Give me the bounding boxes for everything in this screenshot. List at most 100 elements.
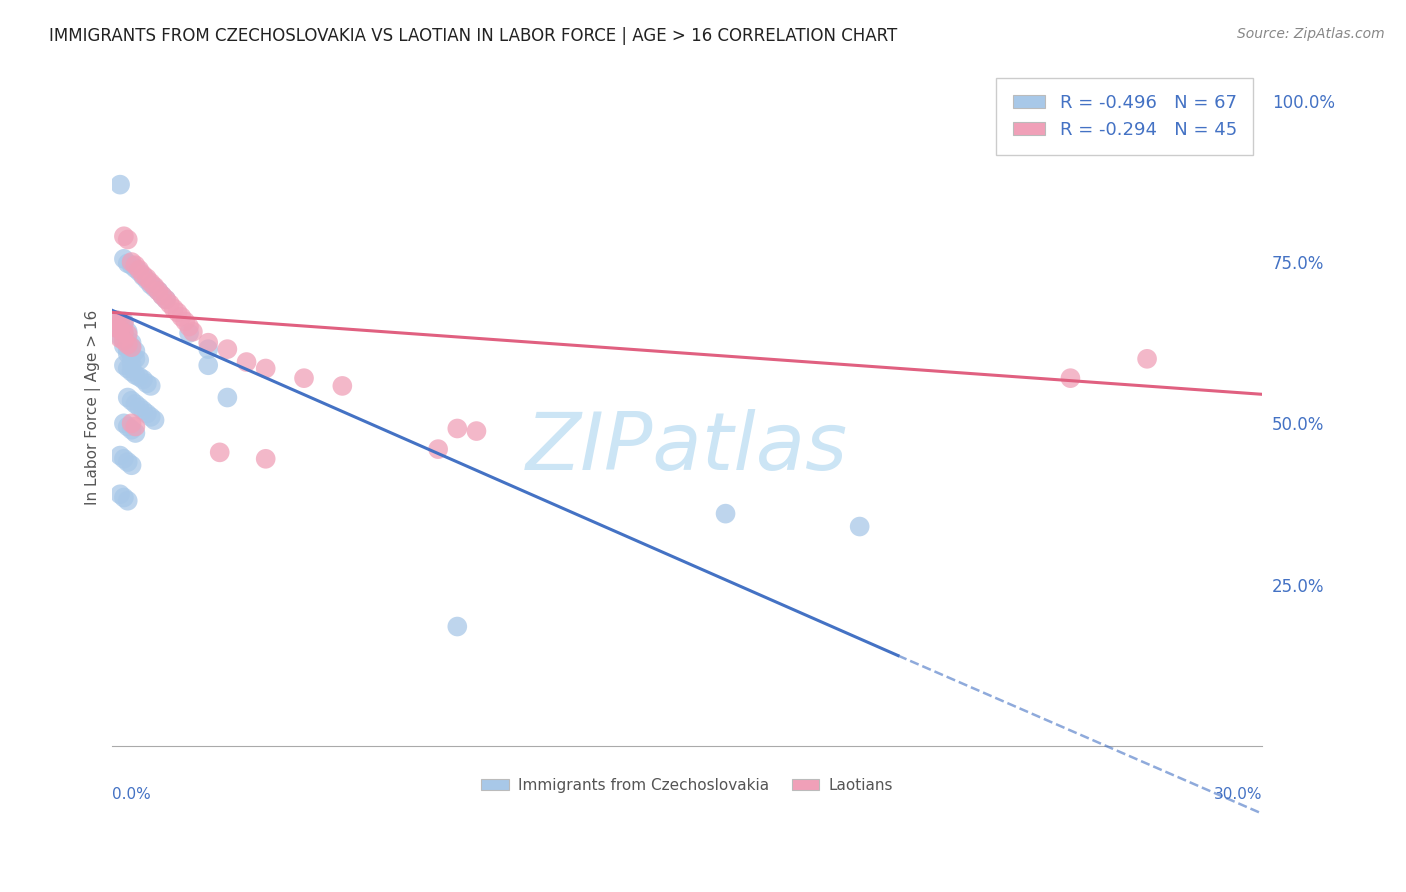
- Point: [139, 409, 162, 424]
- Point: [177, 319, 200, 334]
- Point: [117, 493, 139, 508]
- Point: [124, 368, 146, 382]
- Point: [108, 314, 131, 328]
- Point: [174, 314, 197, 328]
- Legend: Immigrants from Czechoslovakia, Laotians: Immigrants from Czechoslovakia, Laotians: [475, 772, 900, 799]
- Text: 30.0%: 30.0%: [1213, 787, 1263, 802]
- Point: [121, 340, 143, 354]
- Point: [117, 342, 139, 356]
- Point: [1059, 371, 1081, 385]
- Point: [117, 256, 139, 270]
- Point: [112, 314, 135, 328]
- Point: [117, 346, 139, 360]
- Point: [155, 293, 177, 307]
- Point: [117, 455, 139, 469]
- Point: [108, 487, 131, 501]
- Point: [155, 293, 177, 307]
- Point: [132, 372, 155, 386]
- Point: [197, 342, 219, 356]
- Point: [714, 507, 737, 521]
- Point: [143, 279, 166, 293]
- Point: [121, 357, 143, 371]
- Point: [112, 334, 135, 348]
- Point: [112, 252, 135, 266]
- Point: [105, 313, 128, 327]
- Point: [121, 458, 143, 473]
- Text: ZIPatlas: ZIPatlas: [526, 409, 848, 487]
- Point: [121, 340, 143, 354]
- Point: [132, 268, 155, 282]
- Point: [135, 273, 157, 287]
- Point: [124, 261, 146, 276]
- Point: [112, 229, 135, 244]
- Point: [254, 451, 277, 466]
- Point: [121, 365, 143, 379]
- Point: [128, 353, 150, 368]
- Point: [124, 397, 146, 411]
- Point: [139, 277, 162, 292]
- Point: [121, 423, 143, 437]
- Point: [105, 321, 128, 335]
- Point: [163, 301, 186, 316]
- Point: [108, 331, 131, 345]
- Point: [427, 442, 450, 457]
- Point: [128, 370, 150, 384]
- Point: [132, 269, 155, 284]
- Point: [159, 297, 181, 311]
- Point: [217, 342, 239, 356]
- Point: [112, 339, 135, 353]
- Point: [465, 424, 488, 438]
- Point: [121, 417, 143, 431]
- Point: [112, 333, 135, 347]
- Point: [139, 276, 162, 290]
- Point: [124, 419, 146, 434]
- Point: [139, 379, 162, 393]
- Point: [128, 265, 150, 279]
- Text: 0.0%: 0.0%: [112, 787, 152, 802]
- Point: [112, 417, 135, 431]
- Point: [108, 323, 131, 337]
- Y-axis label: In Labor Force | Age > 16: In Labor Force | Age > 16: [86, 310, 101, 505]
- Point: [117, 361, 139, 376]
- Point: [170, 310, 193, 324]
- Point: [132, 403, 155, 417]
- Point: [128, 400, 150, 414]
- Point: [235, 355, 257, 369]
- Point: [292, 371, 315, 385]
- Point: [124, 351, 146, 366]
- Point: [150, 288, 173, 302]
- Point: [143, 413, 166, 427]
- Point: [121, 255, 143, 269]
- Point: [112, 451, 135, 466]
- Point: [105, 319, 128, 334]
- Point: [108, 178, 131, 192]
- Point: [117, 337, 139, 351]
- Point: [108, 316, 131, 330]
- Point: [135, 407, 157, 421]
- Text: IMMIGRANTS FROM CZECHOSLOVAKIA VS LAOTIAN IN LABOR FORCE | AGE > 16 CORRELATION : IMMIGRANTS FROM CZECHOSLOVAKIA VS LAOTIA…: [49, 27, 897, 45]
- Point: [217, 391, 239, 405]
- Point: [446, 619, 468, 633]
- Point: [166, 305, 188, 319]
- Point: [117, 325, 139, 339]
- Point: [143, 281, 166, 295]
- Point: [124, 425, 146, 440]
- Point: [112, 491, 135, 505]
- Point: [181, 325, 204, 339]
- Point: [330, 379, 353, 393]
- Point: [108, 329, 131, 343]
- Point: [117, 327, 139, 342]
- Point: [117, 232, 139, 246]
- Point: [150, 288, 173, 302]
- Point: [117, 419, 139, 434]
- Point: [121, 335, 143, 350]
- Point: [105, 313, 128, 327]
- Point: [117, 334, 139, 348]
- Point: [108, 449, 131, 463]
- Point: [446, 421, 468, 435]
- Point: [208, 445, 231, 459]
- Point: [112, 326, 135, 340]
- Point: [177, 326, 200, 340]
- Point: [121, 393, 143, 408]
- Point: [112, 316, 135, 330]
